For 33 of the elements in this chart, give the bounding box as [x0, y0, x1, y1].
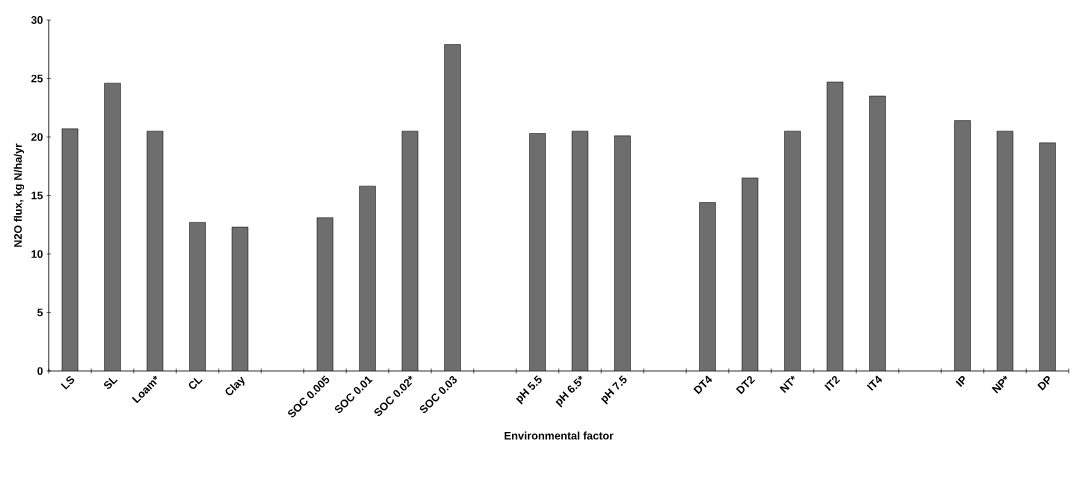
x-tick-label: NT*: [779, 375, 795, 393]
y-tick-label: 15: [31, 191, 43, 200]
x-tick-label: CL: [188, 377, 203, 389]
x-tick-label: IT4: [866, 375, 883, 391]
y-tick-label: 0: [37, 367, 43, 375]
x-tick-label: pH 7.5: [601, 375, 627, 405]
x-tick-label: DP: [1037, 376, 1050, 391]
y-tick-label: 5: [37, 308, 43, 317]
bar: [529, 133, 546, 371]
y-tick-label: 10: [31, 250, 43, 258]
x-tick-label: SL: [103, 377, 118, 389]
x-tick-label: pH 6.5*: [555, 375, 583, 408]
y-tick-label: 25: [31, 74, 43, 83]
bar: [869, 95, 886, 371]
x-tick-label: IT2: [824, 376, 841, 391]
x-axis-title: Environmental factor: [504, 431, 614, 440]
bar: [104, 82, 121, 371]
bar: [699, 202, 716, 371]
x-tick-label: NP*: [991, 375, 1008, 394]
bar: [444, 44, 461, 371]
bar: [954, 120, 971, 371]
bar: [189, 222, 206, 371]
bar: [614, 135, 631, 371]
bar: [1039, 142, 1056, 371]
bar: [359, 185, 376, 371]
y-axis-title: N2O flux, kg N/ha/yr: [13, 143, 25, 247]
x-tick-label: IP: [955, 376, 965, 387]
bar: [784, 130, 801, 371]
x-tick-label: DT2: [735, 376, 756, 395]
y-tick-label: 30: [31, 16, 43, 24]
y-tick-label: 20: [31, 133, 43, 141]
x-tick-label: pH 5.5: [516, 375, 542, 405]
x-tick-label: LS: [60, 376, 75, 390]
